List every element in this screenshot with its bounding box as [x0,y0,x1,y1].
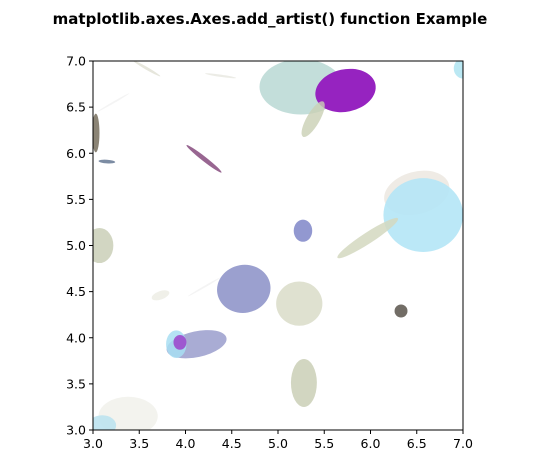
ellipse-10 [98,159,116,164]
y-tick-label: 6.5 [66,100,86,115]
ellipse-14 [293,219,313,242]
ellipse-2 [315,68,376,113]
y-axis: 3.0 3.5 4.0 4.5 5.0 5.5 6.0 6.5 7.0 [66,54,93,438]
y-tick-label: 3.5 [66,376,86,391]
x-tick-label: 5.5 [314,436,334,451]
x-axis: 3.0 3.5 4.0 4.5 5.0 5.5 6.0 6.5 7.0 [83,430,473,451]
ellipse-6 [205,73,237,79]
ellipse-4 [453,61,463,79]
ellipse-7 [97,93,130,112]
ellipse-13 [337,217,399,259]
plot-area: 3.0 3.5 4.0 4.5 5.0 5.5 6.0 6.5 7.0 3.0 3.5 4.0 4.5… [66,54,473,452]
x-tick-label: 6.0 [361,436,381,451]
x-tick-label: 3.0 [83,436,103,451]
ellipse-16 [217,264,271,313]
y-tick-label: 3.0 [66,423,86,438]
ellipse-3 [301,101,325,138]
y-tick-label: 5.5 [66,192,86,207]
ellipse-26 [93,415,117,430]
x-tick-label: 3.5 [129,436,149,451]
ellipse-23 [173,334,187,350]
x-tick-label: 7.0 [453,436,473,451]
x-tick-label: 5.0 [268,436,288,451]
ellipse-12 [383,178,463,252]
ellipse-8 [93,113,100,153]
y-tick-label: 6.0 [66,146,86,161]
y-tick-label: 4.5 [66,284,86,299]
ellipse-19 [187,277,221,297]
ellipses-layer [93,61,463,430]
ellipse-5 [133,61,161,77]
ellipse-17 [276,281,323,326]
y-tick-label: 5.0 [66,238,86,253]
chart-title: matplotlib.axes.Axes.add_artist() functi… [53,10,488,28]
x-tick-label: 4.0 [176,436,196,451]
ellipse-9 [186,144,222,173]
y-tick-label: 4.0 [66,330,86,345]
x-tick-label: 4.5 [222,436,242,451]
x-tick-label: 6.5 [407,436,427,451]
ellipse-20 [394,304,408,318]
y-tick-label: 7.0 [66,54,86,69]
ellipse-24 [290,358,317,407]
ellipse-18 [151,290,170,301]
ellipse-15 [93,227,114,264]
